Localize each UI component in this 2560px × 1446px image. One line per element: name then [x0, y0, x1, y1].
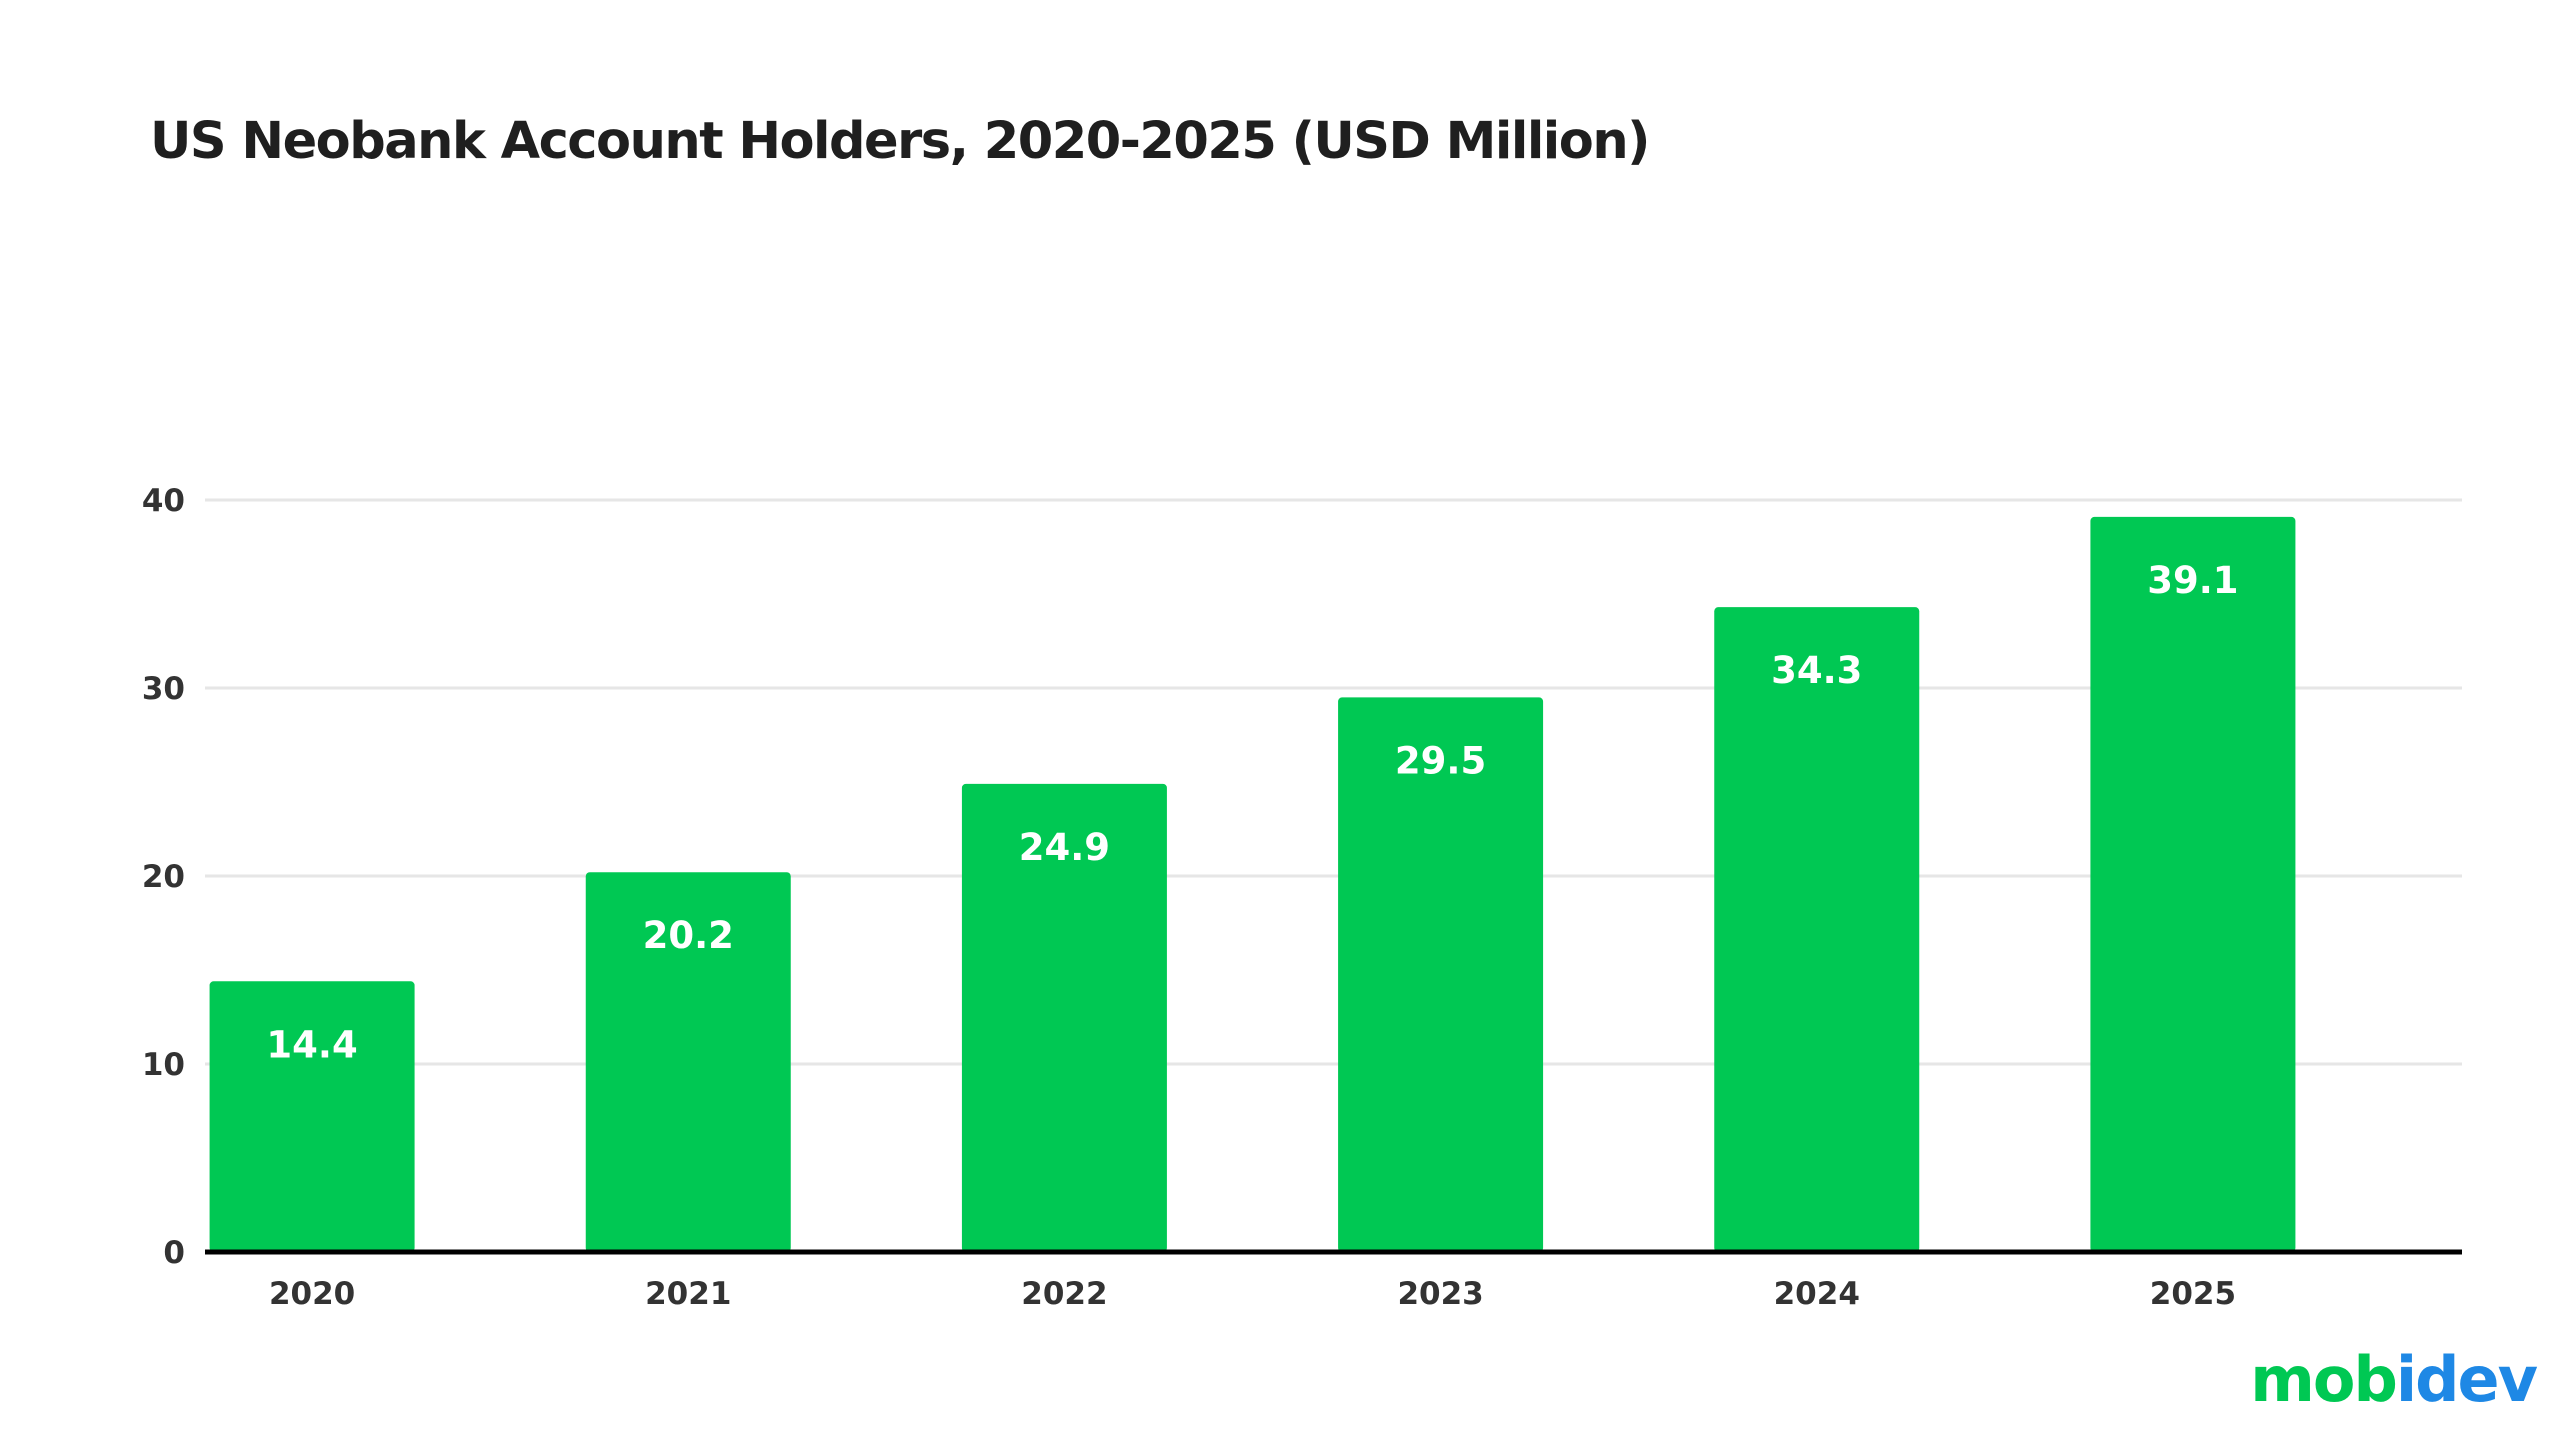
bar-2023 [1338, 697, 1544, 1252]
x-tick-label: 2023 [1397, 1276, 1483, 1312]
bar-2020 [209, 981, 415, 1252]
chart-title: US Neobank Account Holders, 2020-2025 (U… [150, 112, 1650, 171]
x-tick-label: 2021 [645, 1276, 731, 1312]
logo-text-part-1: mob [2250, 1343, 2398, 1416]
x-tick-label: 2025 [2150, 1276, 2236, 1312]
bar-value-label: 34.3 [1771, 649, 1862, 692]
bar-2025 [2090, 516, 2296, 1252]
y-tick-label: 30 [142, 671, 185, 707]
y-axis-ticks: 0 10 20 30 40 [142, 483, 185, 1271]
y-tick-label: 20 [142, 859, 185, 895]
x-axis-ticks: 2020 2021 2022 2023 2024 2025 [269, 1276, 2236, 1312]
x-tick-label: 2024 [1774, 1276, 1860, 1312]
y-tick-label: 0 [163, 1235, 185, 1271]
gridlines [205, 498, 2462, 1066]
bar-2022 [961, 783, 1167, 1252]
x-tick-label: 2022 [1021, 1276, 1107, 1312]
logo-text-part-2: idev [2395, 1343, 2538, 1416]
bar-value-label: 39.1 [2147, 559, 2238, 602]
y-tick-label: 40 [142, 483, 185, 519]
mobidev-logo: mobidev [2250, 1343, 2538, 1416]
bar-2021 [585, 872, 791, 1252]
bars: 14.4 20.2 24.9 29.5 34.3 39.1 [209, 516, 2296, 1252]
bar-value-label: 14.4 [266, 1023, 357, 1066]
x-tick-label: 2020 [269, 1276, 355, 1312]
bar-2024 [1714, 607, 1920, 1252]
bar-value-label: 24.9 [1019, 826, 1110, 869]
bar-value-label: 29.5 [1395, 739, 1486, 782]
y-tick-label: 10 [142, 1047, 185, 1083]
bar-value-label: 20.2 [643, 914, 734, 957]
